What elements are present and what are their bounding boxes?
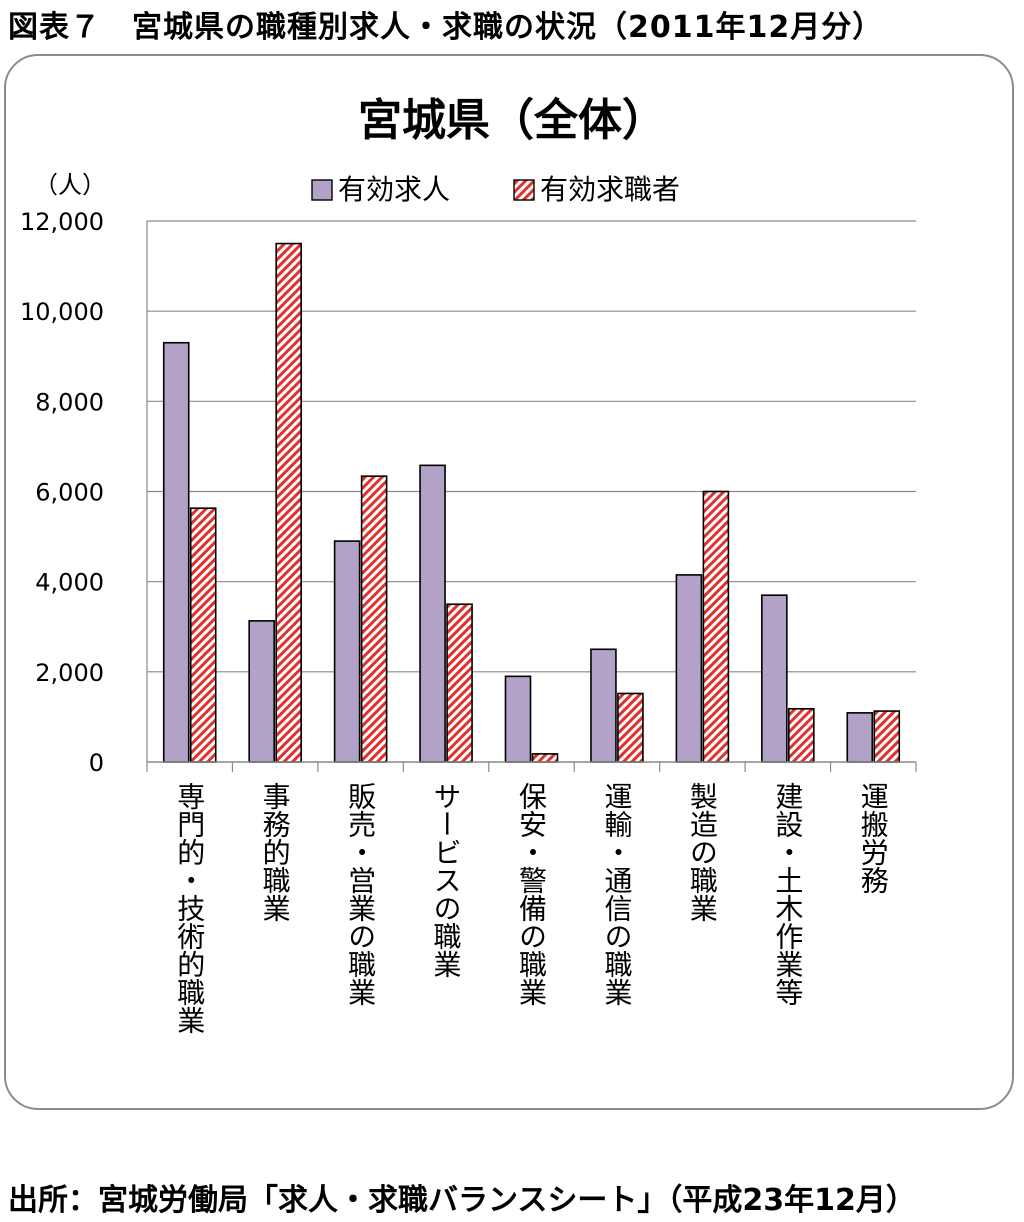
bar-job-openings (761, 594, 788, 763)
y-tick-label: 4,000 (35, 569, 104, 597)
legend-swatch-job-seekers (513, 179, 535, 201)
bar-job-openings (504, 675, 532, 763)
bar-job-seekers (788, 708, 815, 763)
legend-swatch-job-openings (311, 179, 333, 201)
source-note: 出所：宮城労働局「求人・求職バランスシート」（平成23年12月） (8, 1183, 916, 1218)
chart-title: 宮城県（全体） (358, 95, 666, 146)
y-tick-label: 0 (89, 749, 104, 777)
x-axis: 専門的・技術的職業 事務的職業 販売・営業の職業 サービスの職業 保安・警備の職業 運輸・… (146, 761, 917, 1034)
bar-job-seekers (873, 710, 901, 763)
bar-job-openings (333, 540, 361, 763)
bar-job-seekers (446, 603, 473, 763)
bar-job-openings (162, 341, 190, 763)
category-label: 建設・土木作業等 (771, 782, 804, 1006)
bar-job-openings (846, 712, 874, 763)
bar-job-openings (675, 574, 703, 763)
category-label: 販売・営業の職業 (344, 782, 377, 1006)
category-label: 運搬労務 (857, 782, 890, 894)
legend-label-job-openings: 有効求人 (338, 173, 450, 206)
y-axis: 0 2,000 4,000 6,000 8,000 10,000 12,000 (20, 208, 148, 777)
gridlines (147, 220, 916, 673)
y-axis-unit-label: （人） (34, 171, 106, 199)
legend: 有効求人 有効求職者 (311, 173, 680, 206)
category-label: 運輸・通信の職業 (600, 782, 633, 1006)
y-tick-label: 6,000 (35, 479, 104, 507)
bar-job-seekers (275, 242, 302, 763)
y-tick-label: 10,000 (20, 298, 104, 326)
y-tick-label: 2,000 (35, 659, 104, 687)
legend-label-job-seekers: 有効求職者 (540, 173, 680, 206)
bar-job-seekers (702, 490, 730, 763)
bar-job-seekers (360, 475, 388, 763)
category-label: 事務的職業 (259, 782, 292, 922)
y-tick-label: 12,000 (20, 208, 104, 236)
category-label: サービスの職業 (430, 782, 463, 978)
bar-job-seekers (617, 692, 644, 763)
category-label: 専門的・技術的職業 (173, 782, 206, 1034)
bar-job-openings (590, 648, 617, 763)
category-label: 保安・警備の職業 (515, 782, 548, 1006)
bars (162, 242, 901, 763)
y-tick-label: 8,000 (35, 388, 104, 416)
bar-job-seekers (531, 753, 559, 763)
bar-job-seekers (189, 507, 217, 763)
bar-job-openings (419, 464, 446, 763)
category-label: 製造の職業 (686, 782, 719, 922)
bar-job-openings (248, 620, 275, 763)
figure-title: 図表７ 宮城県の職種別求人・求職の状況（2011年12月分） (8, 10, 884, 45)
